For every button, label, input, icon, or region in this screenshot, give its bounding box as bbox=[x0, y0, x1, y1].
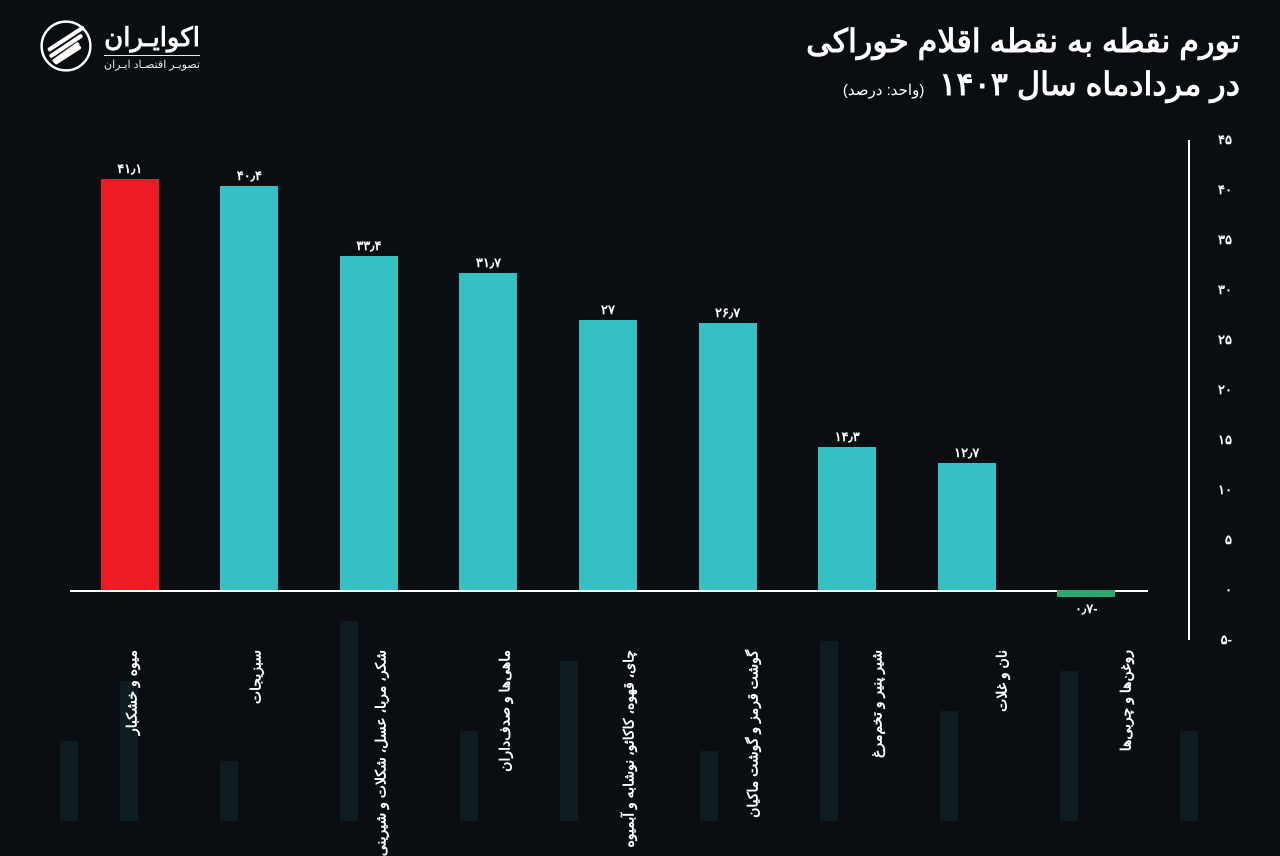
y-tick: ۱۰ bbox=[1190, 482, 1232, 498]
x-category-label: روغن‌ها و چربی‌ها bbox=[1117, 650, 1134, 751]
bar bbox=[579, 320, 637, 590]
bar bbox=[459, 273, 517, 590]
bar-slot: ۲۶٫۷ bbox=[668, 140, 788, 640]
y-tick: ۲۰ bbox=[1190, 382, 1232, 398]
x-label-slot: روغن‌ها و چربی‌ها bbox=[1064, 650, 1188, 791]
bars-container: ۴۱٫۱ ۴۰٫۴ ۳۳٫۴ ۳۱٫۷ ۲۷ ۲۶٫۷ ۱۴٫۳ ۱۲٫۷ -۰٫۷ bbox=[70, 140, 1146, 640]
bar-slot: ۳۱٫۷ bbox=[429, 140, 549, 640]
brand-block: اکوایـران تصویـر اقتصـاد ایـران bbox=[40, 20, 200, 72]
y-tick: ۲۵ bbox=[1190, 332, 1232, 348]
x-category-label: شکر، مربا، عسل، شکلات و شیرینی bbox=[372, 650, 389, 856]
x-label-slot: سبزیجات bbox=[194, 650, 318, 791]
y-tick: ۴۰ bbox=[1190, 182, 1232, 198]
x-label-slot: میوه و خشکبار bbox=[70, 650, 194, 791]
y-tick: ۴۵ bbox=[1190, 132, 1232, 148]
chart-title-block: تورم نقطه به نقطه اقلام خوراکی در مردادم… bbox=[806, 20, 1240, 106]
x-label-slot: ماهی‌ها و صدف‌داران bbox=[443, 650, 567, 791]
x-category-label: گوشت قرمز و گوشت ماکیان bbox=[745, 650, 762, 818]
bar-slot: ۱۲٫۷ bbox=[907, 140, 1027, 640]
x-category-label: نان و غلات bbox=[993, 650, 1010, 712]
bar bbox=[220, 186, 278, 590]
bar-value-label: ۲۶٫۷ bbox=[715, 305, 740, 321]
brand-tagline: تصویـر اقتصـاد ایـران bbox=[104, 55, 200, 71]
bar bbox=[818, 447, 876, 590]
bar-slot: -۰٫۷ bbox=[1027, 140, 1147, 640]
bar-value-label: ۲۷ bbox=[601, 302, 615, 318]
bar-value-label: ۳۳٫۴ bbox=[356, 238, 381, 254]
y-tick: ۰ bbox=[1190, 582, 1232, 598]
x-label-slot: نان و غلات bbox=[940, 650, 1064, 791]
y-tick: ۱۵ bbox=[1190, 432, 1232, 448]
chart-title-line2: در مردادماه سال ۱۴۰۳ (واحد: درصد) bbox=[806, 63, 1240, 106]
y-tick: ۳۵ bbox=[1190, 232, 1232, 248]
bar-value-label: ۱۲٫۷ bbox=[954, 445, 979, 461]
chart-title-line1: تورم نقطه به نقطه اقلام خوراکی bbox=[806, 20, 1240, 63]
x-category-label: سبزیجات bbox=[248, 650, 265, 704]
brand-logo-icon bbox=[40, 20, 92, 72]
x-labels-container: میوه و خشکبار سبزیجات شکر، مربا، عسل، شکلا… bbox=[70, 650, 1188, 791]
bar-value-label: ۳۱٫۷ bbox=[476, 255, 501, 271]
x-category-label: شیر پنیر و تخم‌مرغ bbox=[869, 650, 886, 758]
x-category-label: ماهی‌ها و صدف‌داران bbox=[496, 650, 513, 772]
bar bbox=[1057, 590, 1115, 597]
x-label-slot: شیر پنیر و تخم‌مرغ bbox=[815, 650, 939, 791]
bar-slot: ۳۳٫۴ bbox=[309, 140, 429, 640]
bar-slot: ۲۷ bbox=[548, 140, 668, 640]
bar-slot: ۱۴٫۳ bbox=[787, 140, 907, 640]
x-label-slot: گوشت قرمز و گوشت ماکیان bbox=[691, 650, 815, 791]
brand-name: اکوایـران bbox=[104, 22, 200, 53]
y-axis: ۴۵۴۰۳۵۳۰۲۵۲۰۱۵۱۰۵۰-۵ bbox=[1190, 140, 1232, 640]
bar bbox=[938, 463, 996, 590]
bar bbox=[699, 323, 757, 590]
x-label-slot: چای، قهوه، کاکائو، نوشابه و آبمیوه bbox=[567, 650, 691, 791]
y-tick: ۳۰ bbox=[1190, 282, 1232, 298]
y-tick: ۵ bbox=[1190, 532, 1232, 548]
bar-value-label: ۱۴٫۳ bbox=[835, 429, 860, 445]
bar bbox=[101, 179, 159, 590]
bar-value-label: -۰٫۷ bbox=[1075, 601, 1098, 617]
bar bbox=[340, 256, 398, 590]
bar-slot: ۴۰٫۴ bbox=[190, 140, 310, 640]
bar-value-label: ۴۰٫۴ bbox=[237, 168, 262, 184]
chart-unit: (واحد: درصد) bbox=[843, 82, 924, 99]
x-category-label: میوه و خشکبار bbox=[124, 650, 141, 735]
bar-value-label: ۴۱٫۱ bbox=[117, 161, 142, 177]
bar-slot: ۴۱٫۱ bbox=[70, 140, 190, 640]
x-label-slot: شکر، مربا، عسل، شکلات و شیرینی bbox=[318, 650, 442, 791]
chart-area: ۴۵۴۰۳۵۳۰۲۵۲۰۱۵۱۰۵۰-۵ ۴۱٫۱۴۰٫۴۳۳٫۴۳۱٫۷۲۷۲… bbox=[70, 140, 1232, 791]
x-category-label: چای، قهوه، کاکائو، نوشابه و آبمیوه bbox=[620, 650, 637, 848]
plot-area: ۴۱٫۱ ۴۰٫۴ ۳۳٫۴ ۳۱٫۷ ۲۷ ۲۶٫۷ ۱۴٫۳ ۱۲٫۷ -۰٫۷ bbox=[70, 140, 1190, 640]
y-tick: -۵ bbox=[1190, 632, 1232, 648]
